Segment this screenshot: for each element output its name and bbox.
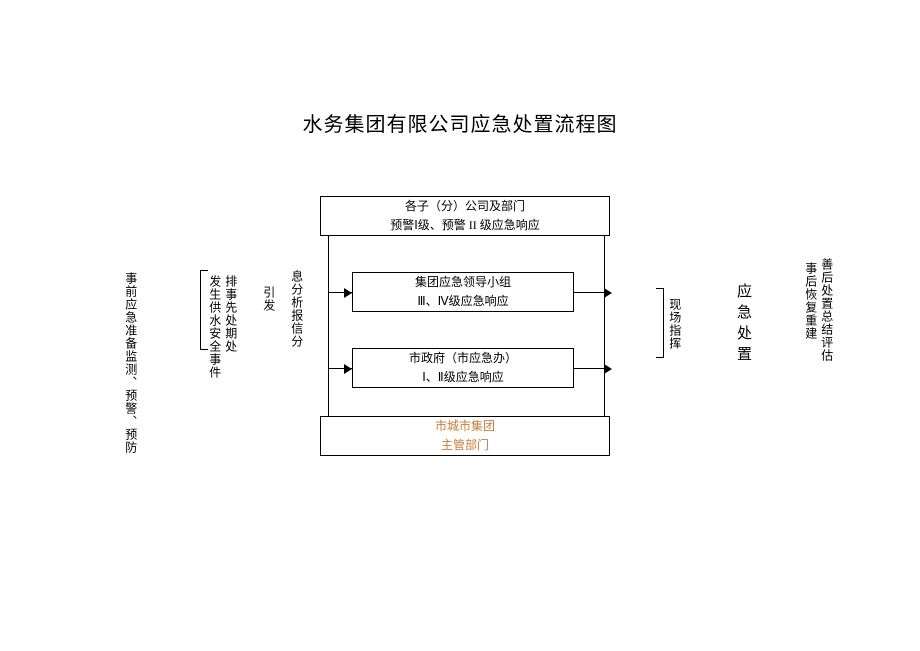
vtext-right3b-aftermath: 善后处置总结评估 xyxy=(818,258,835,362)
vtext-left2b-disposal: 排事先处期处 xyxy=(222,275,239,353)
vtext-right2-emergency-disposal: 应急处置 xyxy=(732,283,753,367)
box-mid1-line2: Ⅲ、Ⅳ级应急响应 xyxy=(417,292,508,311)
vtext-left4-info: 息分析报信分 xyxy=(288,270,305,348)
hline-mid1-right xyxy=(574,292,604,293)
bracket-right1 xyxy=(656,288,664,358)
arrow-mid1-in xyxy=(344,288,352,298)
box-top-subsidiaries: 各子（分）公司及部门 预警Ⅰ级、预警 II 级应急响应 xyxy=(320,196,610,236)
vtext-right1-onsite: 现场指挥 xyxy=(666,298,683,350)
vline-right xyxy=(604,236,605,416)
vtext-right3a-recovery: 事后恢复重建 xyxy=(802,262,819,340)
page-title: 水务集团有限公司应急处置流程图 xyxy=(0,108,920,137)
box-mid-city-gov: 市政府（市应急办） Ⅰ、Ⅱ级应急响应 xyxy=(352,348,574,388)
box-mid2-line1: 市政府（市应急办） xyxy=(409,349,517,368)
vtext-left3-trigger: 引发 xyxy=(260,286,277,312)
box-mid1-line1: 集团应急领导小组 xyxy=(415,273,511,292)
vtext-left1-preparation: 事前应急准备监测、预警、预防 xyxy=(122,272,139,454)
box-top-line2: 预警Ⅰ级、预警 II 级应急响应 xyxy=(390,216,540,235)
hline-mid2-right xyxy=(574,368,604,369)
arrow-mid2-in xyxy=(344,364,352,374)
box-bottom-city-group: 市城市集团 主管部门 xyxy=(320,416,610,456)
box-mid-group-leading: 集团应急领导小组 Ⅲ、Ⅳ级应急响应 xyxy=(352,272,574,312)
vtext-left2a-incident: 发生供水安全事件 xyxy=(206,275,223,379)
box-bottom-line1: 市城市集团 xyxy=(435,417,495,436)
box-top-line1: 各子（分）公司及部门 xyxy=(405,197,525,216)
box-mid2-line2: Ⅰ、Ⅱ级应急响应 xyxy=(422,368,503,387)
vline-left xyxy=(328,236,329,416)
arrow-mid1-out xyxy=(604,288,612,298)
arrow-mid2-out xyxy=(604,364,612,374)
box-bottom-line2: 主管部门 xyxy=(441,436,489,455)
